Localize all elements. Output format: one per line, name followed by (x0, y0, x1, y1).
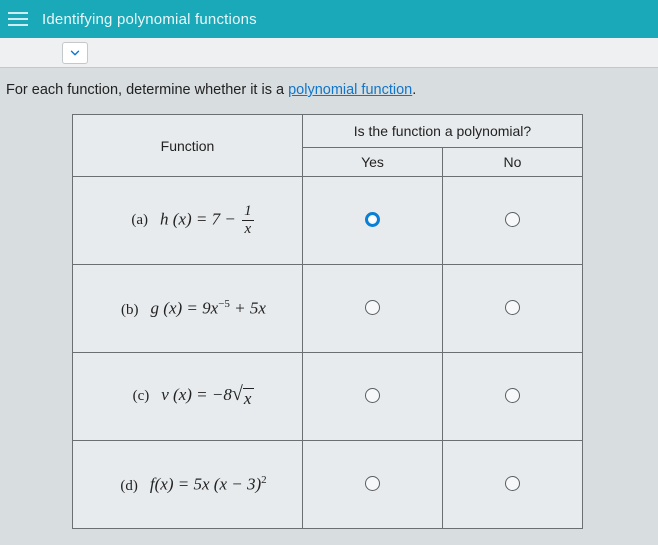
chevron-down-button[interactable] (62, 42, 88, 64)
table-row: (c)v (x) = −8√x (73, 353, 583, 441)
function-cell: (a)h (x) = 7 − 1x (73, 177, 303, 265)
instruction-text: For each function, determine whether it … (4, 82, 648, 98)
radio-no[interactable] (505, 476, 520, 491)
yes-cell (303, 177, 443, 265)
radio-yes[interactable] (365, 388, 380, 403)
no-cell (443, 265, 583, 353)
header-yes: Yes (303, 148, 443, 177)
yes-cell (303, 353, 443, 441)
radio-no[interactable] (505, 212, 520, 227)
function-cell: (c)v (x) = −8√x (73, 353, 303, 441)
polynomial-function-link[interactable]: polynomial function (288, 82, 412, 98)
function-cell: (b)g (x) = 9x−5 + 5x (73, 265, 303, 353)
yes-cell (303, 441, 443, 529)
table-row: (b)g (x) = 9x−5 + 5x (73, 265, 583, 353)
yes-cell (303, 265, 443, 353)
radio-no[interactable] (505, 300, 520, 315)
page-title: Identifying polynomial functions (42, 11, 257, 28)
instruction-suffix: . (412, 82, 416, 98)
radio-yes[interactable] (365, 212, 380, 227)
radio-no[interactable] (505, 388, 520, 403)
no-cell (443, 177, 583, 265)
instruction-prefix: For each function, determine whether it … (6, 82, 288, 98)
question-table: Function Is the function a polynomial? Y… (72, 114, 583, 529)
header-question: Is the function a polynomial? (303, 115, 583, 148)
header-no: No (443, 148, 583, 177)
no-cell (443, 353, 583, 441)
table-row: (a)h (x) = 7 − 1x (73, 177, 583, 265)
content-area: For each function, determine whether it … (0, 68, 658, 529)
no-cell (443, 441, 583, 529)
top-bar: Identifying polynomial functions (0, 0, 658, 38)
function-cell: (d)f(x) = 5x (x − 3)2 (73, 441, 303, 529)
sub-bar (0, 38, 658, 68)
menu-icon[interactable] (8, 12, 28, 26)
radio-yes[interactable] (365, 300, 380, 315)
radio-yes[interactable] (365, 476, 380, 491)
table-row: (d)f(x) = 5x (x − 3)2 (73, 441, 583, 529)
header-function: Function (73, 115, 303, 177)
chevron-down-icon (68, 46, 82, 60)
